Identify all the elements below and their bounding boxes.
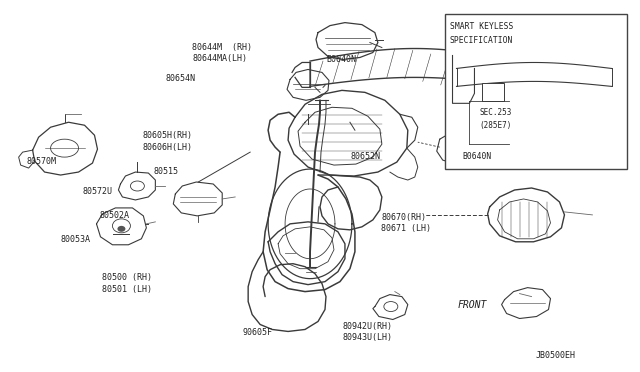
Text: 80670(RH): 80670(RH) (381, 213, 426, 222)
Text: SEC.253: SEC.253 (479, 108, 512, 117)
Text: 80501 (LH): 80501 (LH) (102, 285, 152, 294)
Ellipse shape (118, 226, 125, 232)
Text: 80942U(RH): 80942U(RH) (343, 322, 393, 331)
Text: 80053A: 80053A (60, 235, 90, 244)
Text: 90605F: 90605F (242, 328, 272, 337)
Text: 80644MA(LH): 80644MA(LH) (192, 54, 247, 62)
Text: SPECIFICATION: SPECIFICATION (449, 36, 513, 45)
Text: 80572U: 80572U (83, 187, 113, 196)
Text: 80570M: 80570M (26, 157, 56, 166)
Text: 80654N: 80654N (166, 74, 195, 83)
Text: 80502A: 80502A (100, 211, 130, 220)
Text: 80671 (LH): 80671 (LH) (381, 224, 431, 233)
Text: 80644M  (RH): 80644M (RH) (192, 42, 252, 51)
Bar (483, 83, 504, 101)
Bar (445, 14, 627, 169)
Text: B0640N: B0640N (326, 55, 356, 64)
Text: SMART KEYLESS: SMART KEYLESS (449, 22, 513, 31)
Text: (285E7): (285E7) (479, 121, 512, 130)
Text: 80606H(LH): 80606H(LH) (143, 142, 193, 151)
Text: 80500 (RH): 80500 (RH) (102, 273, 152, 282)
Text: FRONT: FRONT (458, 300, 486, 310)
Text: B0640N: B0640N (463, 153, 492, 161)
Text: 80943U(LH): 80943U(LH) (343, 333, 393, 343)
Text: 80605H(RH): 80605H(RH) (143, 131, 193, 141)
Text: 80515: 80515 (154, 167, 179, 176)
Text: JB0500EH: JB0500EH (536, 351, 576, 360)
Text: 80652N: 80652N (351, 152, 381, 161)
